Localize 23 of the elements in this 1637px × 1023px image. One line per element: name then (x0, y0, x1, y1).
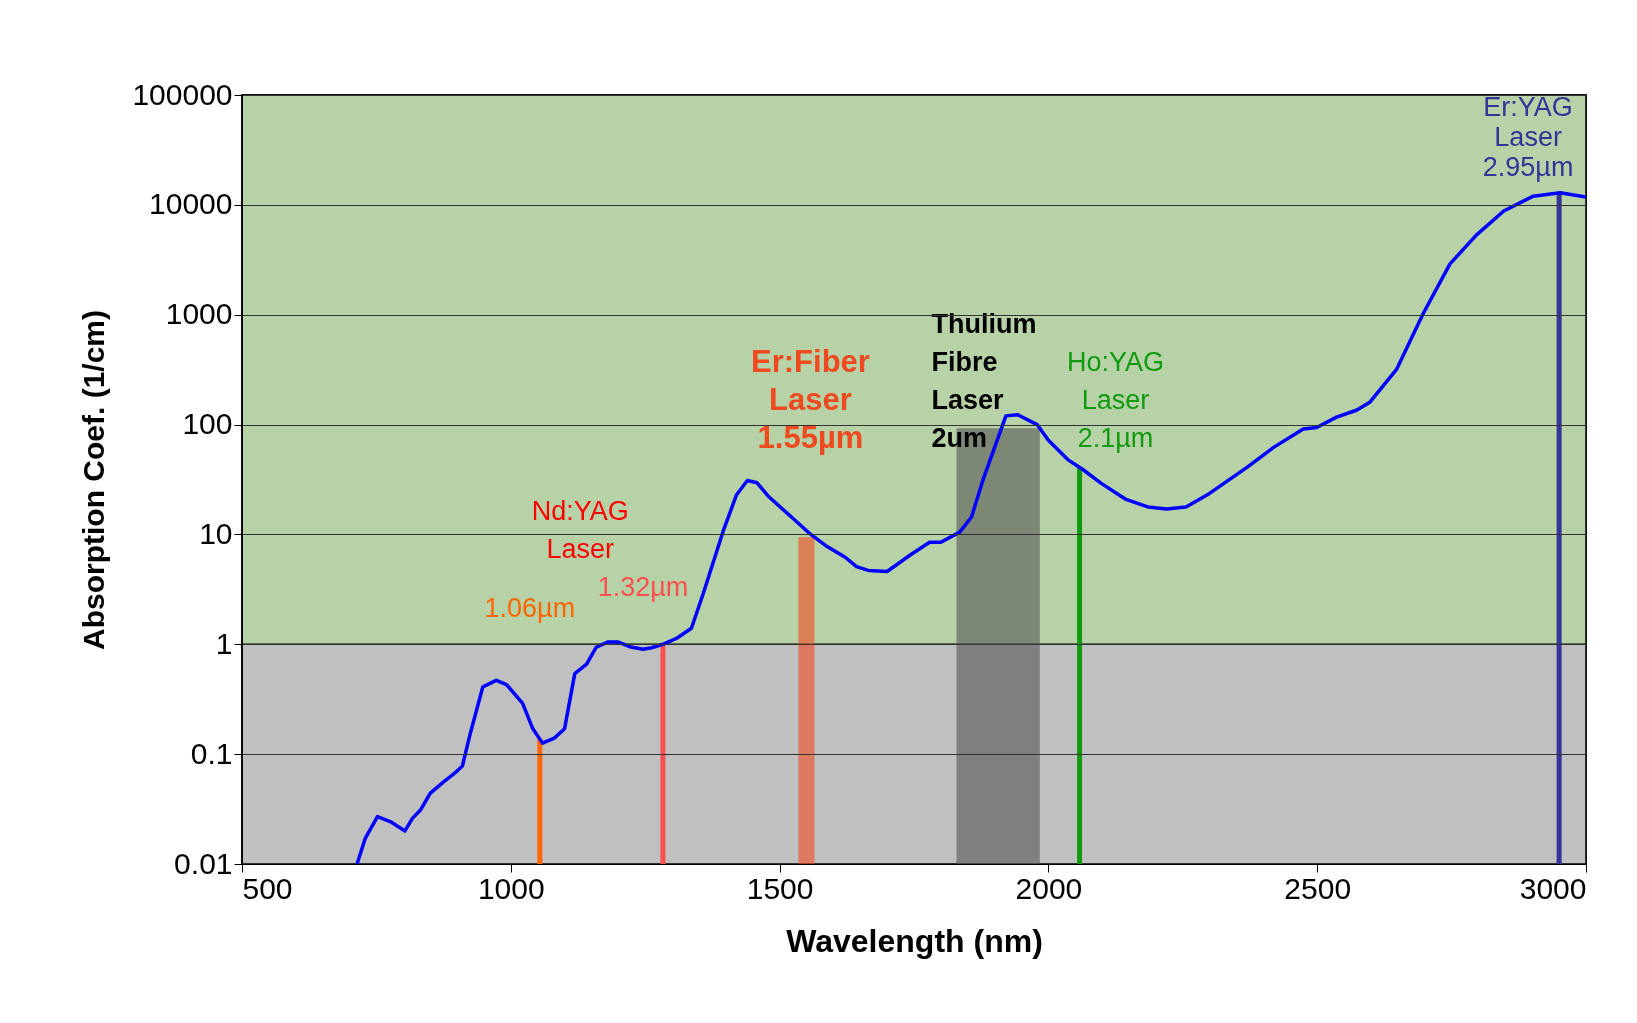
y-tick-label: 1 (215, 626, 233, 660)
y-tick-label: 100000 (132, 77, 233, 111)
y-tick-label: 1000 (165, 297, 233, 331)
y-tick-label: 10000 (149, 187, 233, 221)
band-label: Er:Fiber Laser 1.55µm (751, 344, 870, 456)
y-tick-label: 0.1 (190, 736, 233, 770)
x-tick-label: 3000 (1519, 871, 1587, 905)
y-tick-label: 100 (182, 407, 233, 441)
x-axis-title: Wavelength (nm) (786, 922, 1043, 959)
annotation: Nd:YAG Laser (531, 495, 629, 564)
line-series (355, 190, 1586, 864)
ref-line-label: Er:YAG Laser 2.95µm (1482, 91, 1574, 182)
x-tick-label: 1500 (746, 871, 814, 905)
x-tick-label: 2500 (1284, 871, 1352, 905)
y-axis-title: Absorption Coef. (1/cm) (77, 309, 111, 651)
y-tick-label: 0.01 (174, 846, 233, 880)
x-tick-label: 1000 (477, 871, 545, 905)
x-tick-label: 2000 (1015, 871, 1083, 905)
ref-line-label: 1.06µm (484, 593, 576, 624)
x-tick-label: 500 (242, 871, 293, 905)
ref-line-label: Ho:YAG Laser 2.1µm (1067, 347, 1165, 454)
y-tick-label: 10 (199, 516, 233, 550)
ref-line-label: 1.32µm (597, 572, 689, 603)
